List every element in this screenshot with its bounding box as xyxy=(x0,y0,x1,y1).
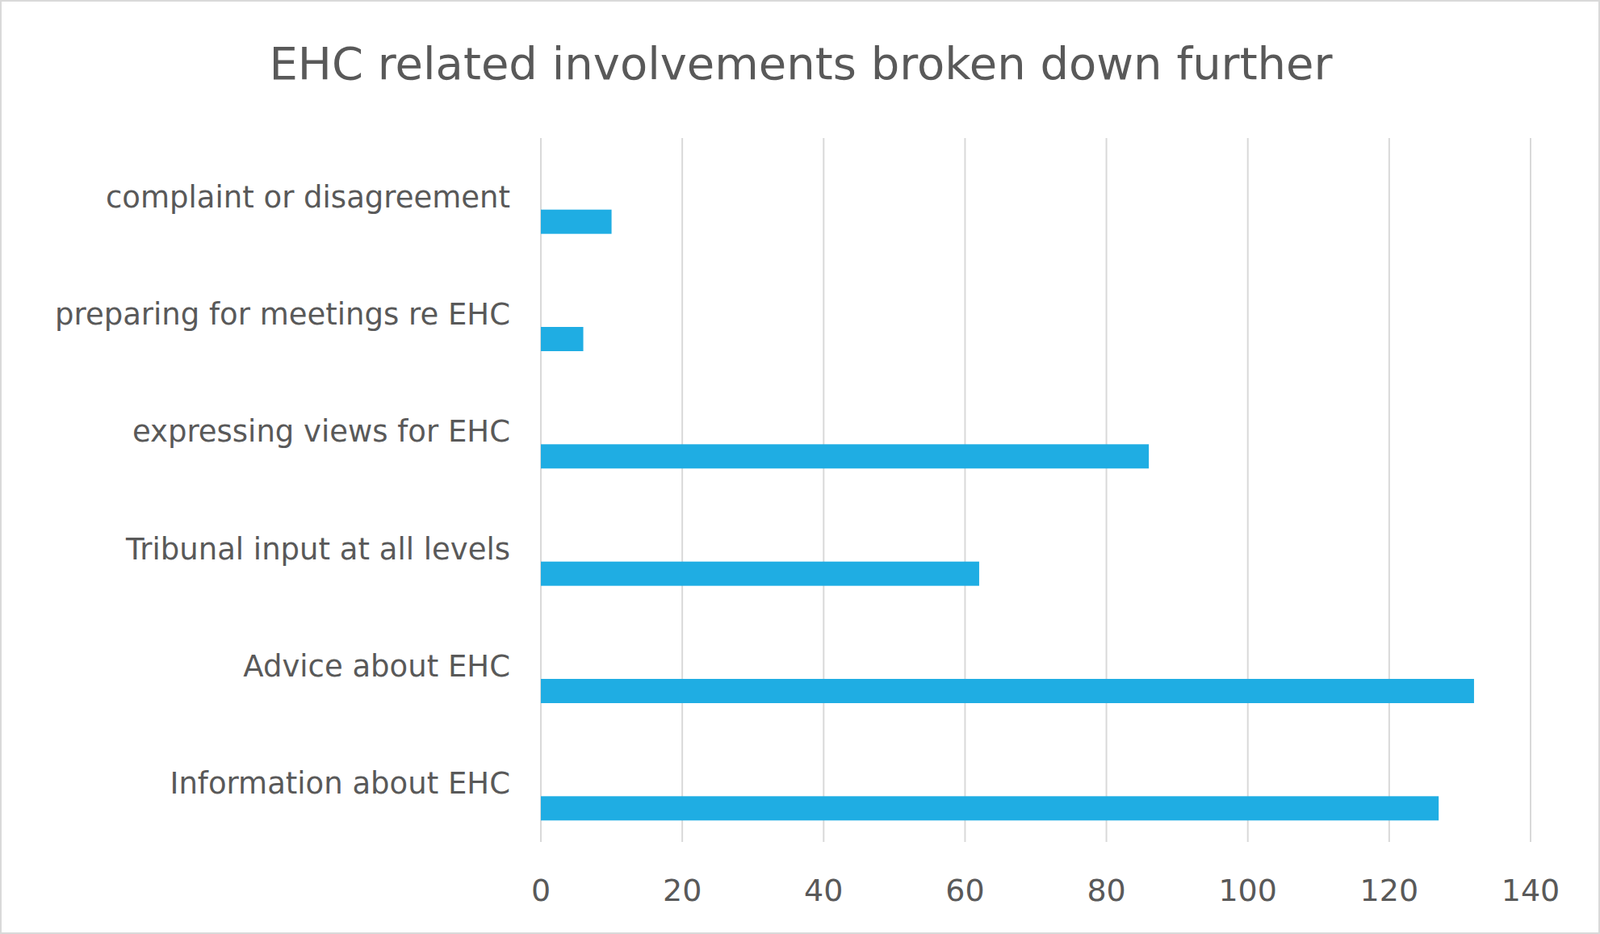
tick-label: 120 xyxy=(1360,872,1420,909)
bar xyxy=(540,209,612,235)
grid-line xyxy=(1529,138,1532,842)
category-label: complaint or disagreement xyxy=(105,180,511,215)
grid-line xyxy=(1247,138,1249,842)
tick-label: 80 xyxy=(1086,872,1126,909)
chart-title: EHC related involvements broken down fur… xyxy=(268,37,1333,90)
bar xyxy=(540,326,584,352)
grid-line xyxy=(1105,138,1108,842)
bar xyxy=(540,443,1149,469)
category-label: Advice about EHC xyxy=(242,649,511,684)
tick-label: 20 xyxy=(662,872,702,909)
grid-line xyxy=(963,138,966,842)
grid xyxy=(540,138,1531,842)
chart-svg: EHC related involvements broken down fur… xyxy=(0,0,1600,934)
bars xyxy=(540,209,1475,821)
grid-line xyxy=(540,138,542,842)
tick-label: 60 xyxy=(945,872,985,909)
category-label: Tribunal input at all levels xyxy=(125,531,511,567)
category-label: Information about EHC xyxy=(170,766,511,801)
category-label: preparing for meetings re EHC xyxy=(54,297,511,332)
tick-label: 100 xyxy=(1218,872,1278,909)
grid-line xyxy=(822,138,825,842)
bar xyxy=(540,678,1475,704)
tick-label: 140 xyxy=(1501,872,1561,909)
grid-line xyxy=(1388,138,1391,842)
bar xyxy=(540,795,1439,821)
tick-label: 0 xyxy=(531,872,551,909)
bar xyxy=(540,561,980,587)
grid-line xyxy=(681,138,683,842)
tick-label: 40 xyxy=(804,872,843,909)
chart-frame xyxy=(0,0,1600,934)
category-label: expressing views for EHC xyxy=(132,414,511,449)
chart-container: EHC related involvements broken down fur… xyxy=(0,0,1600,934)
